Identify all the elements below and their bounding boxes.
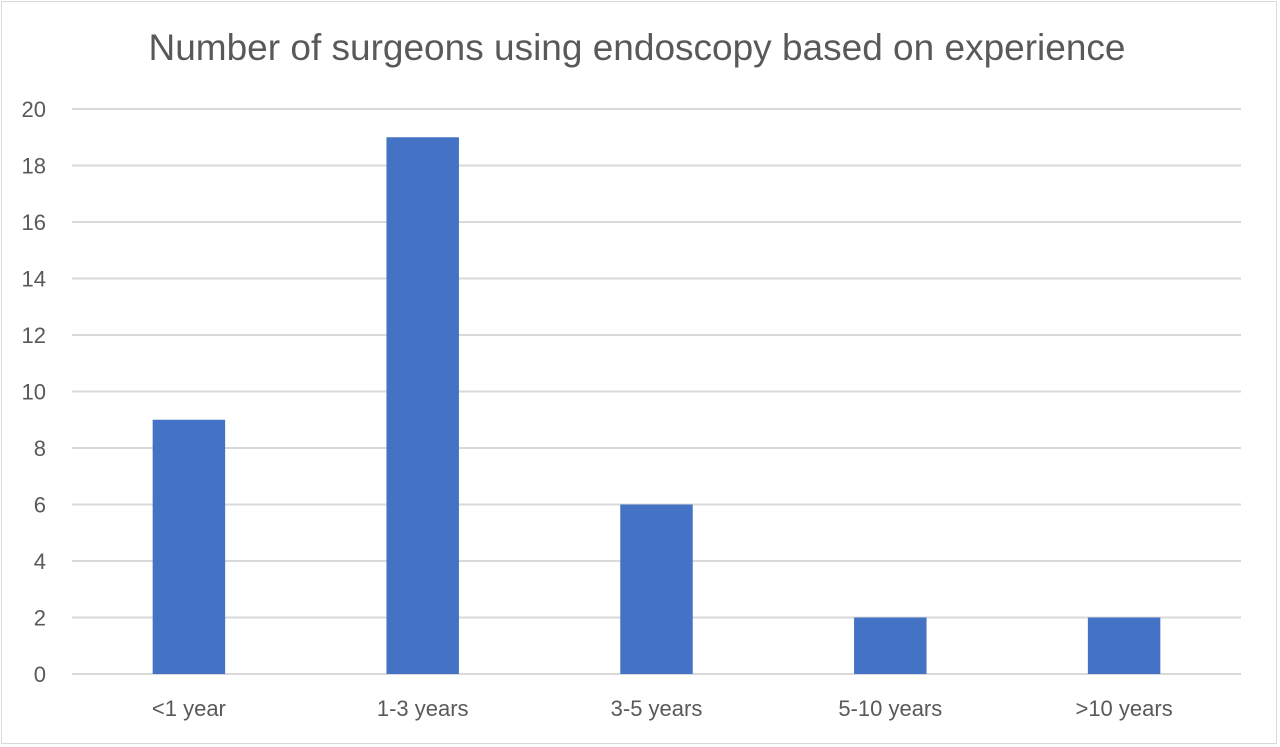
x-tick-label: 1-3 years: [377, 696, 469, 721]
y-tick-label: 18: [22, 154, 46, 179]
bar: [620, 504, 693, 674]
y-tick-label: 8: [34, 436, 46, 461]
x-axis-ticks: <1 year 1-3 years 3-5 years 5-10 years >10 y…: [152, 696, 1173, 721]
y-axis-ticks: 0 2 4 6 8 10 12 14 16 18 20: [22, 97, 46, 687]
bar: [1087, 617, 1161, 674]
y-tick-label: 16: [22, 210, 46, 235]
y-tick-label: 12: [22, 323, 46, 348]
x-tick-label: 3-5 years: [611, 696, 703, 721]
y-tick-label: 20: [22, 97, 46, 122]
bar: [386, 137, 459, 674]
y-tick-label: 6: [34, 493, 46, 518]
chart-title: Number of surgeons using endoscopy based…: [148, 27, 1125, 68]
x-tick-label: >10 years: [1075, 696, 1172, 721]
y-tick-label: 0: [34, 662, 46, 687]
y-tick-label: 4: [34, 549, 46, 574]
y-tick-label: 10: [22, 380, 46, 405]
y-tick-label: 2: [34, 606, 46, 631]
x-tick-label: <1 year: [152, 696, 226, 721]
bars: [152, 137, 1161, 674]
x-tick-label: 5-10 years: [838, 696, 942, 721]
y-tick-label: 14: [22, 267, 46, 292]
bar: [854, 617, 927, 674]
bar: [152, 419, 226, 674]
gridlines: [72, 108, 1241, 675]
